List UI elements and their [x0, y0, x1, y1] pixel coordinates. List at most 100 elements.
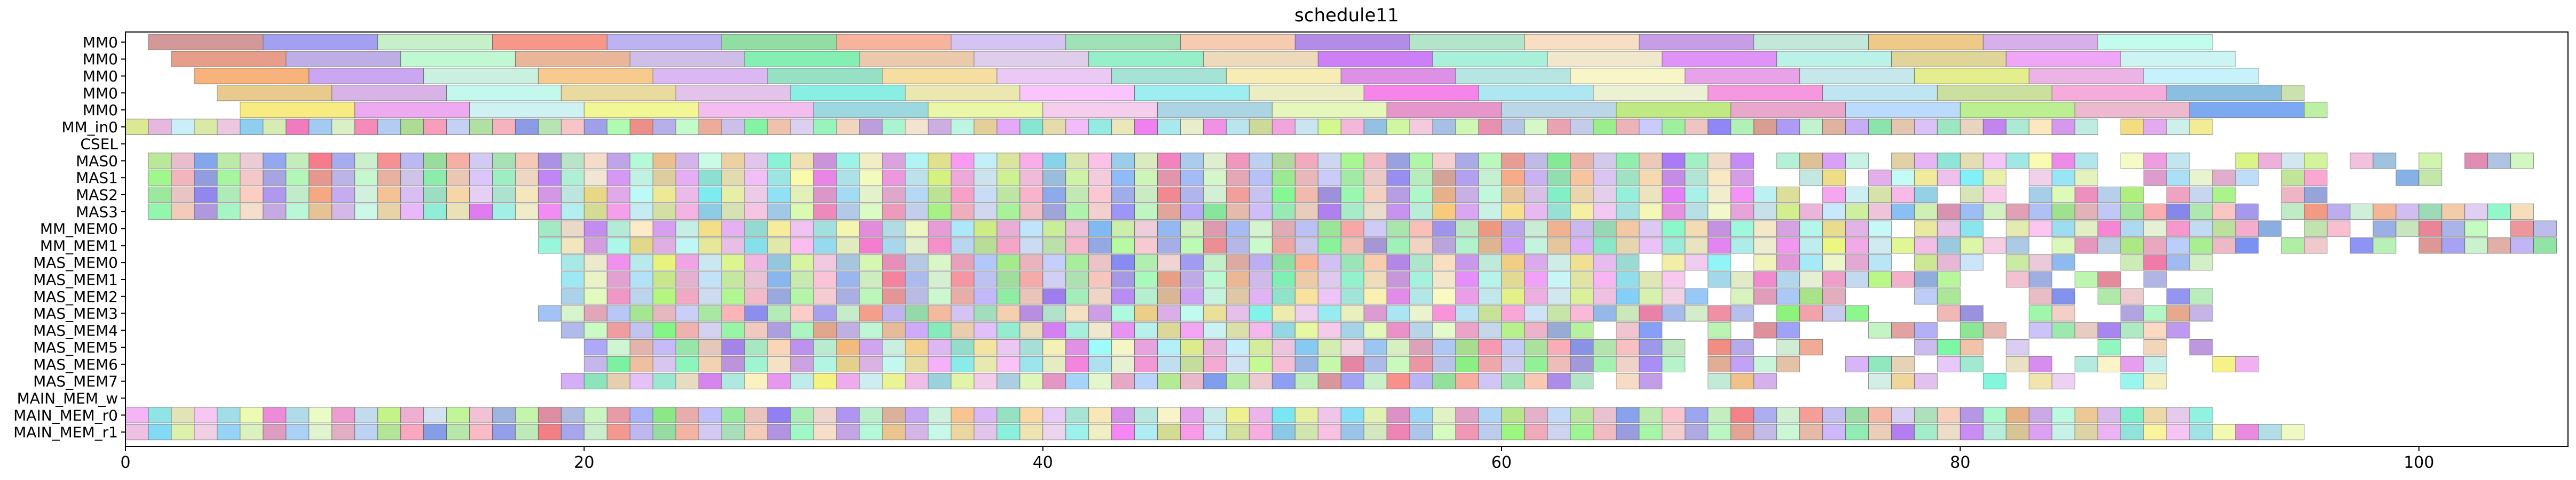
task-bar	[698, 271, 722, 288]
task-bar	[1547, 153, 1571, 169]
task-bar	[2189, 118, 2213, 135]
task-bar	[125, 118, 149, 135]
task-bar	[400, 170, 424, 186]
task-bar	[1088, 186, 1112, 203]
task-bar	[1157, 170, 1181, 186]
task-bar	[629, 322, 653, 339]
task-bar	[1088, 356, 1112, 373]
task-bar	[629, 271, 653, 288]
task-bar	[2143, 407, 2167, 423]
task-bar	[2143, 322, 2167, 339]
task-bar	[721, 356, 745, 373]
task-bar	[1317, 118, 1341, 135]
task-bar	[1203, 153, 1227, 169]
task-bar	[813, 305, 837, 322]
task-bar	[1959, 305, 1984, 322]
task-bar	[2212, 186, 2236, 203]
task-bar	[1317, 51, 1433, 67]
task-bar	[1708, 271, 1732, 288]
task-bar	[1432, 423, 1456, 441]
task-bar	[790, 271, 814, 288]
task-bar	[836, 271, 860, 288]
task-bar	[1409, 254, 1433, 271]
task-bar	[1868, 203, 1892, 220]
task-bar	[1868, 237, 1892, 254]
task-bar	[1708, 339, 1732, 356]
task-bar	[1432, 271, 1456, 288]
y-tick-label: MM0	[83, 51, 118, 68]
task-bar	[606, 153, 630, 169]
task-bar	[606, 423, 630, 441]
task-bar	[1478, 254, 1502, 271]
task-bar	[675, 288, 699, 305]
task-bar	[813, 407, 837, 423]
task-bar	[1753, 203, 1777, 220]
task-bar	[836, 373, 860, 389]
task-bar	[2097, 203, 2121, 220]
task-bar	[859, 254, 883, 271]
task-bar	[560, 423, 584, 441]
task-bar	[469, 170, 493, 186]
task-bar	[1088, 220, 1112, 237]
task-bar	[400, 118, 424, 135]
task-bar	[1845, 237, 1869, 254]
task-bar	[1776, 339, 1800, 356]
task-bar	[1478, 170, 1502, 186]
task-bar	[2051, 220, 2075, 237]
task-bar	[905, 186, 929, 203]
task-bar	[652, 186, 676, 203]
task-bar	[997, 118, 1021, 135]
task-bar	[1065, 118, 1089, 135]
task-bar	[2166, 254, 2190, 271]
task-bar	[675, 423, 699, 441]
task-bar	[2510, 220, 2534, 237]
task-bar	[1042, 186, 1066, 203]
task-bar	[813, 254, 837, 271]
task-bar	[1409, 322, 1433, 339]
task-bar	[652, 305, 676, 322]
task-bar	[1134, 85, 1250, 101]
task-bar	[1455, 322, 1479, 339]
task-bar	[2166, 237, 2190, 254]
task-bar	[997, 339, 1021, 356]
task-bar	[1134, 118, 1158, 135]
task-bar	[721, 288, 745, 305]
task-bar	[2097, 322, 2121, 339]
task-bar	[331, 170, 355, 186]
x-tick-label: 0	[120, 453, 130, 472]
task-bar	[2028, 322, 2052, 339]
task-bar	[2120, 186, 2144, 203]
task-bar	[1203, 254, 1227, 271]
task-bar	[1753, 34, 1869, 51]
task-bar	[675, 118, 699, 135]
task-bar	[583, 356, 607, 373]
y-tick-label: MM_MEM0	[40, 220, 118, 238]
task-bar	[1845, 186, 1869, 203]
task-bar	[974, 407, 998, 423]
x-tick-label: 80	[1950, 453, 1970, 472]
task-bar	[1891, 356, 1915, 373]
task-bar	[1799, 305, 1823, 322]
y-tick-label: MM0	[83, 67, 118, 85]
task-bar	[2189, 339, 2213, 356]
task-bar	[744, 322, 768, 339]
task-bar	[1799, 407, 1823, 423]
task-bar	[744, 305, 768, 322]
task-bar	[2533, 237, 2557, 254]
task-bar	[1409, 356, 1433, 373]
task-bar	[1226, 407, 1250, 423]
task-bar	[1386, 254, 1410, 271]
task-bar	[1020, 170, 1044, 186]
task-bar	[1639, 220, 1663, 237]
task-bar	[377, 186, 401, 203]
task-bar	[951, 153, 975, 169]
task-bar	[721, 254, 745, 271]
task-bar	[492, 170, 516, 186]
task-bar	[928, 170, 952, 186]
task-bar	[560, 288, 584, 305]
task-bar	[1249, 407, 1273, 423]
task-bar	[905, 254, 929, 271]
task-bar	[2212, 220, 2236, 237]
task-bar	[1914, 186, 1938, 203]
task-bar	[1180, 339, 1204, 356]
